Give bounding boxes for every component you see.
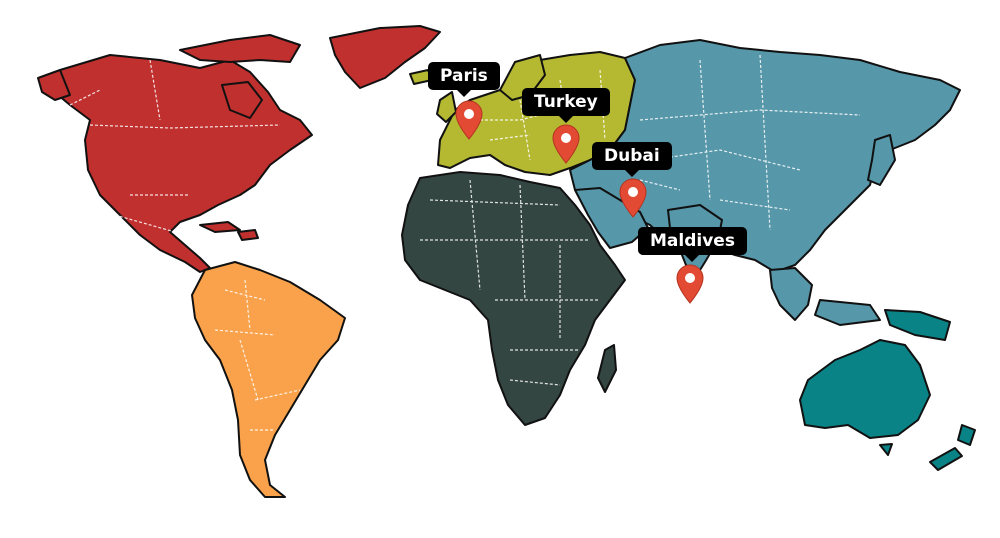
greenland <box>329 25 441 89</box>
south-america[interactable] <box>191 261 346 498</box>
oceania[interactable] <box>799 309 976 471</box>
location-pin-icon[interactable] <box>552 124 580 164</box>
tasmania <box>879 443 893 456</box>
africa[interactable] <box>401 171 626 426</box>
asia[interactable] <box>569 39 961 326</box>
canadian-arctic <box>179 34 301 63</box>
marker-label-turkey: Turkey <box>522 88 610 123</box>
japan <box>867 134 896 186</box>
australia <box>799 339 931 439</box>
asia-borders <box>639 54 861 231</box>
hispaniola <box>237 229 259 241</box>
north-america-borders <box>69 59 281 233</box>
hudson-bay-island <box>221 81 263 119</box>
madagascar <box>597 344 617 393</box>
new-zealand-north <box>957 424 976 446</box>
location-pin-icon[interactable] <box>455 100 483 140</box>
africa-borders <box>420 179 600 386</box>
southeast-asia <box>769 267 813 321</box>
marker-label-paris: Paris <box>428 62 500 97</box>
north-america[interactable] <box>37 25 441 273</box>
british-isles <box>436 91 457 123</box>
location-pin-icon[interactable] <box>676 264 704 304</box>
marker-label-dubai: Dubai <box>592 142 672 177</box>
marker-label-maldives: Maldives <box>638 227 747 262</box>
location-pin-icon[interactable] <box>619 178 647 218</box>
north-america-mainland <box>51 54 313 273</box>
south-america-mainland <box>191 261 346 498</box>
cuba <box>199 221 241 233</box>
alaska <box>37 69 71 101</box>
africa-mainland <box>401 171 626 426</box>
new-guinea <box>884 309 951 341</box>
new-zealand-south <box>929 447 963 471</box>
south-america-borders <box>214 279 301 431</box>
indonesia <box>814 299 881 326</box>
